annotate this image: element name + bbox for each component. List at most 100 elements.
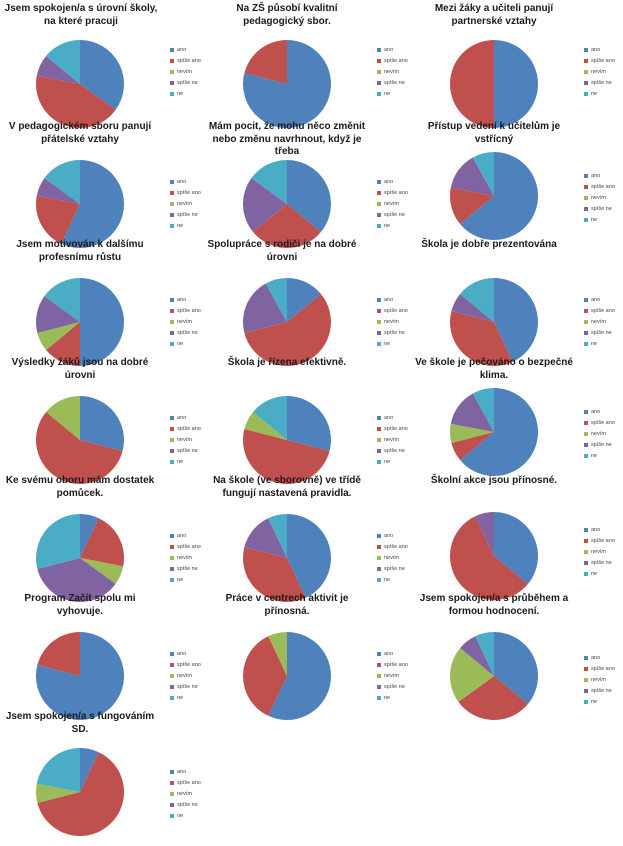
legend-item: ne <box>377 574 408 585</box>
pie-chart <box>242 278 331 366</box>
legend-label: nevím <box>177 672 192 679</box>
legend-swatch <box>584 666 588 671</box>
legend-swatch <box>170 69 174 74</box>
pie-slice-spíše-ano <box>46 322 80 366</box>
legend-swatch <box>170 695 174 700</box>
legend-label: nevím <box>591 548 606 555</box>
legend-item: ano <box>584 524 615 535</box>
chart-legend: ano spíše ano nevím spíše ne ne <box>584 406 615 461</box>
chart-legend: ano spíše ano nevím spíše ne ne <box>584 524 615 579</box>
pie-slice-ne <box>472 152 494 196</box>
legend-label: nevím <box>591 194 606 201</box>
legend-swatch <box>377 533 381 538</box>
legend-label: spíše ne <box>591 687 612 694</box>
legend-item: ano <box>377 648 408 659</box>
legend-swatch <box>170 330 174 335</box>
legend-item: spíše ano <box>584 417 615 428</box>
chart-legend: ano spíše ano nevím spíše ne ne <box>170 412 201 467</box>
legend-swatch <box>170 437 174 442</box>
legend-item: spíše ne <box>170 445 201 456</box>
legend-label: spíše ano <box>177 189 201 196</box>
legend-swatch <box>377 459 381 464</box>
legend-swatch <box>377 651 381 656</box>
legend-label: ano <box>177 768 187 775</box>
legend-label: spíše ano <box>384 189 408 196</box>
legend-swatch <box>377 47 381 52</box>
legend-label: spíše ano <box>591 183 615 190</box>
legend-label: nevím <box>591 676 606 683</box>
legend-item: ano <box>377 412 408 423</box>
legend-item: spíše ne <box>170 681 201 692</box>
legend-swatch <box>584 699 588 704</box>
legend-swatch <box>584 549 588 554</box>
pie-chart <box>35 278 124 366</box>
legend-swatch <box>377 341 381 346</box>
charts-grid: Jsem spokojen/a s úrovní školy, na které… <box>0 3 621 837</box>
legend-item: spíše ano <box>170 423 201 434</box>
pie-chart <box>36 40 125 128</box>
legend-item: nevím <box>170 434 201 445</box>
legend-swatch <box>170 179 174 184</box>
legend-label: ne <box>591 452 598 459</box>
legend-label: spíše ano <box>591 307 615 314</box>
legend-item: ne <box>170 810 201 821</box>
pie-slice-ano <box>287 278 321 322</box>
chart-legend: ano spíše ano nevím spíše ne ne <box>170 176 201 231</box>
legend-item: spíše ne <box>584 203 615 214</box>
legend-swatch <box>170 577 174 582</box>
legend-label: spíše ano <box>177 543 201 550</box>
legend-label: ne <box>177 576 184 583</box>
legend-item: ne <box>584 338 615 349</box>
pie-slice-spíše-ano <box>37 632 80 676</box>
chart-panel: Ke svému oboru mám dostatek pomůcek. ano s… <box>0 472 207 603</box>
legend-item: spíše ne <box>377 563 408 574</box>
pie-slice-spíše-ano <box>450 187 494 225</box>
legend-label: spíše ne <box>591 559 612 566</box>
legend-swatch <box>377 91 381 96</box>
legend-swatch <box>170 566 174 571</box>
pie-chart <box>242 514 331 602</box>
legend-item: nevím <box>584 546 615 557</box>
legend-swatch <box>584 308 588 313</box>
pie-slice-spíše-ne <box>37 558 116 603</box>
legend-swatch <box>584 571 588 576</box>
pie-slice-spíše-ne <box>242 283 287 333</box>
chart-legend: ano spíše ano nevím spíše ne ne <box>170 44 201 99</box>
legend-item: nevím <box>170 670 201 681</box>
legend-item: spíše ano <box>377 659 408 670</box>
legend-item: spíše ne <box>170 563 201 574</box>
legend-swatch <box>377 544 381 549</box>
pie-slice-ano <box>80 40 125 110</box>
legend-swatch <box>584 319 588 324</box>
legend-swatch <box>377 179 381 184</box>
legend-swatch <box>377 297 381 302</box>
legend-item: spíše ano <box>584 55 615 66</box>
chart-panel: Škola je dobře prezentována ano spíše ano n… <box>414 236 621 366</box>
legend-swatch <box>170 448 174 453</box>
legend-item: spíše ne <box>377 209 408 220</box>
legend-label: spíše ne <box>591 205 612 212</box>
legend-label: ne <box>384 694 391 701</box>
pie-slice-nevím <box>37 322 80 351</box>
chart-panel: Školní akce jsou přínosné. ano spíše ano ne… <box>414 472 621 601</box>
legend-item: spíše ne <box>377 681 408 692</box>
legend-item: spíše ne <box>170 77 201 88</box>
legend-label: spíše ne <box>384 329 405 336</box>
pie-chart <box>36 396 125 484</box>
legend-label: spíše ano <box>177 425 201 432</box>
chart-legend: ano spíše ano nevím spíše ne ne <box>170 766 201 821</box>
legend-item: ne <box>584 696 615 707</box>
legend-swatch <box>377 684 381 689</box>
legend-item: ne <box>584 450 615 461</box>
chart-legend: ano spíše ano nevím spíše ne ne <box>377 530 408 585</box>
legend-item: nevím <box>584 316 615 327</box>
pie-slice-ano <box>80 278 124 366</box>
pie-slice-ne <box>36 748 80 792</box>
legend-item: ano <box>584 170 615 181</box>
pie-slice-spíše-ano <box>36 411 123 484</box>
legend-swatch <box>377 437 381 442</box>
chart-legend: ano spíše ano nevím spíše ne ne <box>377 412 408 467</box>
legend-label: spíše ano <box>384 661 408 668</box>
legend-item: spíše ano <box>170 55 201 66</box>
legend-label: nevím <box>177 200 192 207</box>
